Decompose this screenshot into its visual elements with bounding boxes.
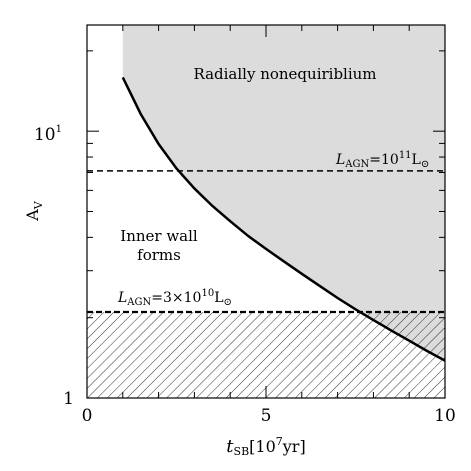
y-tick-label-10: 101: [34, 124, 62, 145]
region-label-inner-wall-line-2: forms: [137, 246, 181, 264]
x-tick-label-10: 10: [434, 406, 456, 426]
hatched-region: [87, 312, 445, 398]
y-tick-label-1: 1: [63, 389, 74, 409]
radially-nonequilibrium-region: [122, 25, 445, 361]
x-tick-label-0: 0: [82, 406, 93, 426]
x-axis-title: tSB[107yr]: [226, 435, 305, 458]
x-tick-label-5: 5: [261, 406, 272, 426]
agn-label-1e11: LAGN=1011L⊙: [335, 150, 429, 170]
agn-label-3e10: LAGN=3×1010L⊙: [117, 288, 232, 308]
region-label-inner-wall-line-1: Inner wall: [120, 227, 198, 245]
boundary-curve: [121, 76, 445, 362]
y-axis-title: AV: [23, 200, 45, 222]
axis-ticks: [86, 25, 446, 399]
region-label-nonequilibrium: Radially nonequiriblium: [193, 65, 376, 83]
